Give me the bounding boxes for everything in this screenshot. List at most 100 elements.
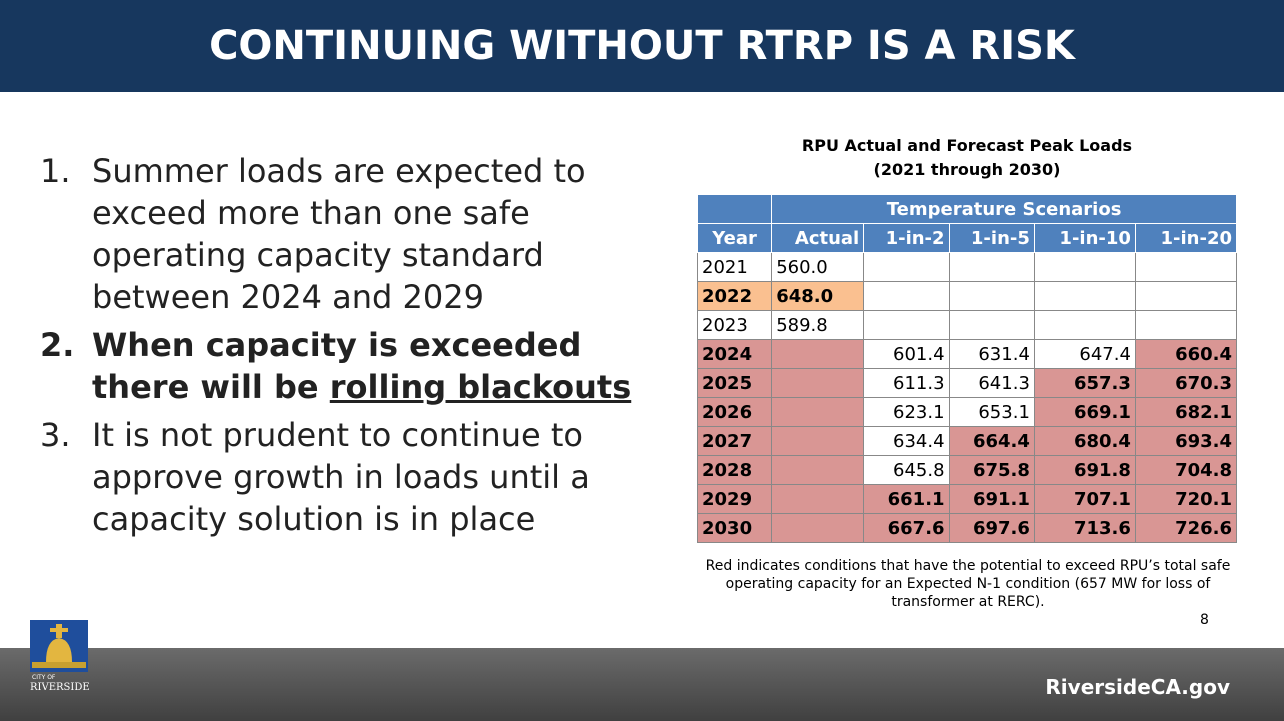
item-text: Summer loads are expected to exceed more… xyxy=(92,150,680,318)
table-cell: 589.8 xyxy=(771,310,865,340)
bullet-list: 1. Summer loads are expected to exceed mo… xyxy=(40,150,680,546)
footer-url: RiversideCA.gov xyxy=(1045,675,1230,699)
page-number: 8 xyxy=(1200,612,1209,628)
header-row: Year Actual 1-in-2 1-in-5 1-in-10 1-in-20 xyxy=(696,223,1238,253)
table-row: 2021 560.0 xyxy=(696,252,1238,282)
table-cell xyxy=(771,484,865,514)
footer-bar xyxy=(0,648,1284,721)
table-cell: 2027 xyxy=(696,426,773,456)
table-cell: 2029 xyxy=(696,484,773,514)
logo-text: CITY OF xyxy=(32,674,56,681)
table-row: 2027 634.4 664.4 680.4 693.4 xyxy=(696,426,1238,456)
table-cell: 560.0 xyxy=(771,252,865,282)
column-header: 1-in-2 xyxy=(863,223,950,253)
table-cell xyxy=(771,397,865,427)
table-cell: 641.3 xyxy=(948,368,1035,398)
table-cell xyxy=(948,310,1035,340)
table-cell: 691.1 xyxy=(948,484,1035,514)
list-item: 3. It is not prudent to continue to appro… xyxy=(40,414,680,540)
table-cell xyxy=(771,426,865,456)
item-number: 1. xyxy=(40,152,71,190)
table-row: 2029 661.1 691.1 707.1 720.1 xyxy=(696,484,1238,514)
table-cell xyxy=(1134,281,1238,311)
table-cell: 670.3 xyxy=(1134,368,1238,398)
table-cell: 2025 xyxy=(696,368,773,398)
table-row: 2025 611.3 641.3 657.3 670.3 xyxy=(696,368,1238,398)
table-cell: 634.4 xyxy=(863,426,950,456)
table-cell xyxy=(1033,281,1136,311)
table-cell: 2024 xyxy=(696,339,773,369)
group-header: Temperature Scenarios xyxy=(771,194,1237,224)
list-item: 2. When capacity is exceeded there will b… xyxy=(40,324,680,408)
item-text: When capacity is exceeded there will be xyxy=(92,326,582,406)
table-cell xyxy=(863,281,950,311)
table-cell xyxy=(771,455,865,485)
table-title-line: (2021 through 2030) xyxy=(873,160,1061,179)
table-cell: 631.4 xyxy=(948,339,1035,369)
column-header: Actual xyxy=(771,223,865,253)
load-table: Temperature Scenarios Year Actual 1-in-2 1-i… xyxy=(696,194,1238,543)
table-cell xyxy=(771,513,865,543)
table-cell: 623.1 xyxy=(863,397,950,427)
table-row: 2030 667.6 697.6 713.6 726.6 xyxy=(696,513,1238,543)
table-cell: 680.4 xyxy=(1033,426,1136,456)
table-cell: 704.8 xyxy=(1134,455,1238,485)
table-cell: 669.1 xyxy=(1033,397,1136,427)
table-title-line: RPU Actual and Forecast Peak Loads xyxy=(801,136,1133,155)
table-cell: 601.4 xyxy=(863,339,950,369)
item-text: It is not prudent to continue to approve… xyxy=(92,416,590,538)
logo: CITY OF RIVERSIDE xyxy=(30,620,90,693)
footnote: Red indicates conditions that have the p… xyxy=(705,558,1231,610)
underlined-text: rolling blackouts xyxy=(329,368,632,406)
table-cell: 657.3 xyxy=(1033,368,1136,398)
table-cell xyxy=(1033,310,1136,340)
table-cell: 2028 xyxy=(696,455,773,485)
table-row: 2022 648.0 xyxy=(696,281,1238,311)
table-cell: 611.3 xyxy=(863,368,950,398)
table-cell: 2030 xyxy=(696,513,773,543)
item-text: When capacity is exceeded there will be … xyxy=(92,324,680,408)
table-row: 2026 623.1 653.1 669.1 682.1 xyxy=(696,397,1238,427)
table-row: 2028 645.8 675.8 691.8 704.8 xyxy=(696,455,1238,485)
table-cell xyxy=(771,339,865,369)
table-cell: 664.4 xyxy=(948,426,1035,456)
table-cell: 707.1 xyxy=(1033,484,1136,514)
table-cell: 648.0 xyxy=(771,281,865,311)
table-cell: 697.6 xyxy=(948,513,1035,543)
table-cell: 645.8 xyxy=(863,455,950,485)
table-cell: 661.1 xyxy=(863,484,950,514)
table-cell xyxy=(948,281,1035,311)
table-row: 2023 589.8 xyxy=(696,310,1238,340)
table-cell: 2022 xyxy=(696,281,773,311)
column-header: 1-in-20 xyxy=(1134,223,1238,253)
logo-text: RIVERSIDE xyxy=(30,682,90,693)
header-row: Temperature Scenarios xyxy=(696,194,1237,224)
table-cell xyxy=(1134,310,1238,340)
item-number: 2. xyxy=(40,326,75,364)
column-header: 1-in-5 xyxy=(948,223,1035,253)
item-text: Summer loads are expected to exceed more… xyxy=(92,152,586,316)
header-cell xyxy=(696,194,773,224)
table-cell: 691.8 xyxy=(1033,455,1136,485)
table-cell xyxy=(771,368,865,398)
table-cell: 682.1 xyxy=(1134,397,1238,427)
table-cell: 2023 xyxy=(696,310,773,340)
table-row: 2024 601.4 631.4 647.4 660.4 xyxy=(696,339,1238,369)
table-cell xyxy=(1134,252,1238,282)
item-number: 3. xyxy=(40,416,71,454)
column-header: 1-in-10 xyxy=(1033,223,1136,253)
table-cell: 660.4 xyxy=(1134,339,1238,369)
title-bar: CONTINUING WITHOUT RTRP IS A RISK xyxy=(0,0,1284,92)
table-cell: 667.6 xyxy=(863,513,950,543)
table-cell: 726.6 xyxy=(1134,513,1238,543)
column-header: Year xyxy=(696,223,773,253)
title: CONTINUING WITHOUT RTRP IS A RISK xyxy=(209,23,1075,69)
table-cell: 2026 xyxy=(696,397,773,427)
table-cell: 647.4 xyxy=(1033,339,1136,369)
list-item: 1. Summer loads are expected to exceed mo… xyxy=(40,150,680,318)
table-cell: 713.6 xyxy=(1033,513,1136,543)
table-cell: 653.1 xyxy=(948,397,1035,427)
table-cell xyxy=(948,252,1035,282)
table-cell xyxy=(863,252,950,282)
